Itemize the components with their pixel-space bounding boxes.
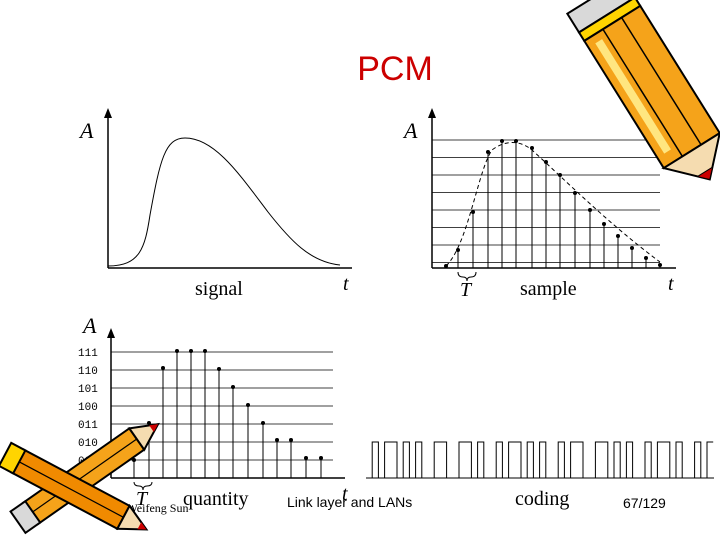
quantity-point [161,366,165,370]
sample-point [573,191,577,195]
sample-panel: T A t sample [402,108,676,301]
quantity-period-brace [133,481,153,491]
quantity-level-label: 100 [78,402,98,414]
signal-x-axis-label: t [343,273,349,295]
coding-caption: coding [515,488,569,510]
quantity-point [147,421,151,425]
coding-waveform [366,441,714,479]
signal-caption: signal [195,278,243,300]
quantity-point [217,367,221,371]
sample-point [471,210,475,214]
sample-dashed-curve [445,142,661,267]
signal-y-arrow [104,108,112,118]
sample-period-label: T [460,279,473,301]
quantity-point [203,349,207,353]
sample-point [530,146,534,150]
quantity-stems [132,349,323,478]
quantity-level-label: 011 [78,420,98,432]
signal-curve [107,137,341,267]
sample-point [456,248,460,252]
sample-point [658,263,662,267]
sample-point [558,173,562,177]
quantity-y-arrow [107,328,115,338]
sample-point [444,264,448,268]
quantity-point [304,456,308,460]
quantity-point [175,349,179,353]
quantity-point [132,458,136,462]
sample-point [486,150,490,154]
quantity-y-axis-label: A [81,313,97,338]
sample-point [514,139,518,143]
sample-point [644,256,648,260]
quantity-level-label: 010 [78,438,98,450]
sample-point [588,208,592,212]
coding-panel: coding [366,441,714,510]
footer-course: Link layer and LANs [287,494,412,510]
signal-panel: A t signal [78,108,352,300]
sample-y-axis-label: A [402,118,418,143]
sample-stems [444,139,662,268]
quantity-panel: 111110101100011010001000 T A t quantity [78,313,348,510]
pencil-top-right-illustration [565,0,720,181]
sample-point [500,139,504,143]
quantity-level-label: 101 [78,384,98,396]
quantity-x-axis-label: t [342,483,348,505]
sample-point [602,222,606,226]
quantity-point [189,349,193,353]
quantity-point [231,385,235,389]
sample-period-brace [457,271,477,282]
quantity-level-label: 110 [78,366,98,378]
signal-y-axis-label: A [78,118,94,143]
quantity-point [275,438,279,442]
crossed-pencils-illustration [0,422,160,535]
quantity-period-label: T [136,488,149,510]
page-number: 67/129 [623,495,666,511]
quantity-point [261,421,265,425]
quantity-point [289,438,293,442]
sample-point [544,160,548,164]
sample-point [630,246,634,250]
quantity-caption: quantity [183,488,249,510]
sample-caption: sample [520,278,577,300]
quantity-level-label: 111 [78,348,98,360]
sample-x-axis-label: t [668,273,674,295]
quantity-point [246,403,250,407]
sample-point [616,234,620,238]
slide-title: PCM [357,50,433,88]
quantity-point [319,456,323,460]
quantity-grid [111,351,333,479]
sample-y-arrow [428,108,436,118]
